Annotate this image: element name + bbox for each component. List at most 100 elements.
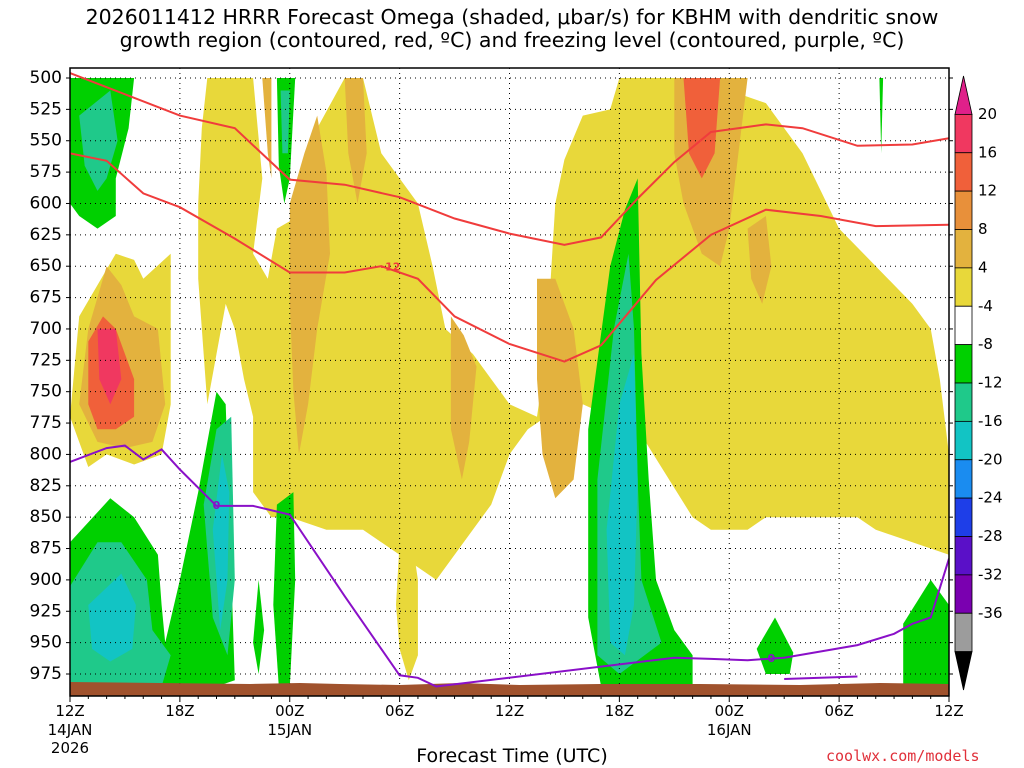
x-tick-label: 00Z xyxy=(715,702,744,720)
y-tick-label: 925 xyxy=(30,601,62,621)
omega-region xyxy=(396,529,418,681)
contour-labels: -12 0 0 xyxy=(213,260,776,664)
colorbar-cell xyxy=(954,420,973,461)
dgz-bottom-contour xyxy=(70,152,949,363)
colorbar-cell xyxy=(954,382,973,422)
freezing-level-contour-segment xyxy=(784,675,858,681)
freezing-contour-label: 0 xyxy=(768,652,776,665)
x-tick-label: 12Z xyxy=(495,702,524,720)
colorbar-cell xyxy=(954,574,973,614)
y-tick-label: 800 xyxy=(30,444,62,464)
y-tick-label: 525 xyxy=(30,99,62,119)
y-tick-label: 625 xyxy=(30,225,62,245)
y-tick-label: 550 xyxy=(30,131,62,151)
y-tick-label: 750 xyxy=(30,382,62,402)
y-tick-label: 950 xyxy=(30,633,62,653)
dgz-top-contour xyxy=(70,72,949,246)
y-tick-label: 725 xyxy=(30,350,62,370)
x-date-label: 14JAN xyxy=(48,721,93,739)
y-tick-label: 850 xyxy=(30,507,62,527)
omega-region xyxy=(273,492,296,687)
freezing-level-contour-line xyxy=(70,444,949,688)
omega-region xyxy=(79,90,118,191)
colorbar-cell xyxy=(954,536,973,576)
omega-region xyxy=(212,454,230,631)
colorbar-cell xyxy=(954,305,973,346)
chart-title: 2026011412 HRRR Forecast Omega (shaded, … xyxy=(0,6,1024,52)
colorbar-cell xyxy=(954,152,973,192)
ground-surface xyxy=(70,682,949,696)
x-tick-label: 18Z xyxy=(605,702,634,720)
colorbar-label: -16 xyxy=(978,412,1003,430)
freezing-level-contour xyxy=(70,444,949,688)
x-tick-label: 18Z xyxy=(165,702,194,720)
colorbar-label: -20 xyxy=(978,450,1003,468)
omega-region xyxy=(97,328,122,405)
omega-region xyxy=(253,579,265,674)
colorbar-cell xyxy=(954,229,973,269)
chart-title-line-1: 2026011412 HRRR Forecast Omega (shaded, … xyxy=(85,5,939,29)
freezing-contour-label: 0 xyxy=(213,499,221,512)
colorbar-cell xyxy=(954,651,973,691)
y-tick-label: 575 xyxy=(30,162,62,182)
dgz-contour-label: -12 xyxy=(381,260,401,273)
colorbar-label: 16 xyxy=(978,143,997,161)
omega-region xyxy=(450,316,477,480)
y-tick-label: 675 xyxy=(30,288,62,308)
colorbar-cell xyxy=(954,497,973,537)
colorbar-label: 4 xyxy=(978,258,988,276)
colorbar-cell xyxy=(954,190,973,230)
colorbar-label: -36 xyxy=(978,604,1003,622)
colorbar-cell xyxy=(954,459,973,499)
x-axis-title: Forecast Time (UTC) xyxy=(416,745,608,767)
colorbar-label: -8 xyxy=(978,335,993,353)
colorbar-cell xyxy=(954,612,973,653)
chart-title-line-2: growth region (contoured, red, ºC) and f… xyxy=(119,28,905,52)
y-tick-label: 775 xyxy=(30,413,62,433)
colorbar-cell xyxy=(954,344,973,384)
colorbar: 20 16 12 8 4 -4 -8 -12 -16 -20 -24 -28 -32 -36 xyxy=(954,75,1003,691)
x-tick-label: 12Z xyxy=(934,702,963,720)
x-tick-label: 12Z xyxy=(55,702,84,720)
colorbar-label: -28 xyxy=(978,527,1003,545)
colorbar-label: 20 xyxy=(978,105,997,123)
colorbar-label: 12 xyxy=(978,182,997,200)
y-tick-label: 700 xyxy=(30,319,62,339)
y-tick-label: 500 xyxy=(30,68,62,88)
omega-region xyxy=(683,78,721,179)
omega-region xyxy=(280,90,290,154)
omega-region xyxy=(262,78,272,179)
colorbar-cell xyxy=(954,75,973,115)
y-tick-label: 975 xyxy=(30,664,62,684)
omega-region xyxy=(747,216,772,304)
colorbar-label: -4 xyxy=(978,297,993,315)
y-tick-label: 600 xyxy=(30,193,62,213)
x-tick-label: 06Z xyxy=(385,702,414,720)
omega-region xyxy=(606,354,638,656)
x-year-label: 2026 xyxy=(51,739,89,757)
x-date-label: 15JAN xyxy=(267,721,312,739)
x-tick-label: 06Z xyxy=(824,702,853,720)
y-tick-label: 900 xyxy=(30,570,62,590)
colorbar-cell xyxy=(954,113,973,154)
x-tick-label: 00Z xyxy=(275,702,304,720)
omega-region xyxy=(903,579,949,687)
y-tick-label: 875 xyxy=(30,539,62,559)
x-date-label: 16JAN xyxy=(707,721,752,739)
colorbar-cell xyxy=(954,267,973,307)
dgz-contours xyxy=(70,72,949,363)
colorbar-label: -32 xyxy=(978,565,1003,583)
colorbar-label: 8 xyxy=(978,220,988,238)
omega-region xyxy=(88,573,136,662)
colorbar-label: -24 xyxy=(978,489,1003,507)
terrain-strip xyxy=(70,682,949,696)
footer-credit: coolwx.com/models xyxy=(826,747,980,765)
y-tick-label: 650 xyxy=(30,256,62,276)
omega-region xyxy=(879,78,884,154)
omega-region xyxy=(537,278,583,499)
colorbar-label: -12 xyxy=(978,374,1003,392)
y-axis: 500 525 550 575 600 625 650 675 700 725 750 775 800 8… xyxy=(30,68,953,684)
omega-region xyxy=(289,115,330,455)
